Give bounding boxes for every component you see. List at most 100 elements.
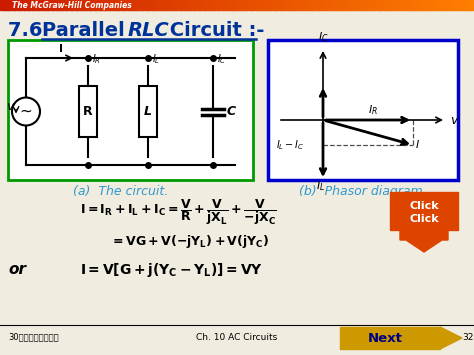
Bar xyxy=(71,0,77,10)
Bar xyxy=(351,0,356,10)
Text: $I_R$: $I_R$ xyxy=(92,52,101,66)
Text: $I_L - I_C$: $I_L - I_C$ xyxy=(276,138,304,152)
Bar xyxy=(441,0,447,10)
Bar xyxy=(232,0,238,10)
Bar xyxy=(365,0,371,10)
Bar xyxy=(412,0,418,10)
Bar xyxy=(123,0,129,10)
Bar xyxy=(422,0,428,10)
Text: 30コココココ六ㅄㅄ: 30コココココ六ㅄㅄ xyxy=(8,333,59,342)
Bar xyxy=(33,0,39,10)
Bar xyxy=(79,87,97,137)
Text: Click: Click xyxy=(409,214,439,224)
Bar xyxy=(114,0,119,10)
Bar xyxy=(137,0,143,10)
Bar xyxy=(109,0,115,10)
Bar xyxy=(228,0,233,10)
Bar xyxy=(152,0,157,10)
Text: 32: 32 xyxy=(462,333,474,342)
Bar xyxy=(218,0,224,10)
Text: $\mathbf{I = V[G + j(Y_C - Y_L)] = VY}$: $\mathbf{I = V[G + j(Y_C - Y_L)] = VY}$ xyxy=(80,261,263,279)
Bar xyxy=(43,0,48,10)
Bar xyxy=(322,0,328,10)
Bar xyxy=(374,0,380,10)
Polygon shape xyxy=(400,230,448,252)
Text: $I_C$: $I_C$ xyxy=(318,30,328,44)
Bar xyxy=(139,87,157,137)
Bar xyxy=(261,0,266,10)
Bar xyxy=(389,0,394,10)
Bar xyxy=(398,0,404,10)
Bar xyxy=(384,0,390,10)
Bar xyxy=(237,0,243,10)
Bar xyxy=(313,0,319,10)
Bar xyxy=(209,0,214,10)
Bar xyxy=(303,0,309,10)
Bar xyxy=(147,0,153,10)
Bar xyxy=(194,0,200,10)
Text: (b)  Phasor diagram.: (b) Phasor diagram. xyxy=(299,186,427,198)
Bar xyxy=(265,0,271,10)
Bar xyxy=(9,0,15,10)
Bar xyxy=(390,192,458,230)
Bar xyxy=(90,0,96,10)
Text: RLC: RLC xyxy=(128,21,170,39)
Bar xyxy=(19,0,25,10)
Bar xyxy=(337,0,342,10)
Bar xyxy=(171,0,176,10)
Bar xyxy=(299,0,304,10)
Bar xyxy=(204,0,210,10)
Bar xyxy=(161,0,167,10)
Text: Click: Click xyxy=(409,201,439,211)
Bar xyxy=(370,0,375,10)
Bar xyxy=(166,0,172,10)
Bar xyxy=(85,0,91,10)
Bar xyxy=(57,0,63,10)
Bar xyxy=(142,0,148,10)
Bar xyxy=(436,0,442,10)
Bar xyxy=(465,0,470,10)
Bar xyxy=(223,0,228,10)
Bar xyxy=(52,0,58,10)
Bar xyxy=(455,0,461,10)
Text: Circuit :-: Circuit :- xyxy=(163,21,264,39)
Bar xyxy=(341,0,347,10)
Bar xyxy=(8,40,253,180)
Text: $I_R$: $I_R$ xyxy=(368,103,378,117)
Text: 7.6: 7.6 xyxy=(8,21,49,39)
Bar xyxy=(289,0,295,10)
Text: $I_L$: $I_L$ xyxy=(317,179,326,193)
Bar xyxy=(133,0,138,10)
Bar xyxy=(360,0,366,10)
Polygon shape xyxy=(440,327,462,349)
Bar xyxy=(308,0,314,10)
Text: or: or xyxy=(8,262,26,278)
Bar xyxy=(190,0,195,10)
Bar xyxy=(28,0,34,10)
Circle shape xyxy=(12,98,40,126)
Text: R: R xyxy=(83,105,93,118)
Bar xyxy=(403,0,409,10)
Bar xyxy=(356,0,361,10)
Bar xyxy=(242,0,247,10)
Bar xyxy=(280,0,285,10)
Bar xyxy=(128,0,134,10)
Text: (a)  The circuit.: (a) The circuit. xyxy=(73,186,168,198)
Bar xyxy=(294,0,300,10)
Bar xyxy=(81,0,86,10)
Bar xyxy=(62,0,67,10)
Text: ~: ~ xyxy=(19,104,32,119)
Bar xyxy=(450,0,456,10)
Text: L: L xyxy=(144,105,152,118)
Bar xyxy=(14,0,20,10)
Bar xyxy=(118,0,124,10)
Bar xyxy=(199,0,205,10)
Bar xyxy=(446,0,451,10)
Text: Next: Next xyxy=(367,332,402,344)
Bar xyxy=(47,0,53,10)
Bar xyxy=(284,0,290,10)
Bar xyxy=(256,0,262,10)
Text: v: v xyxy=(6,100,14,113)
Bar xyxy=(270,0,276,10)
Bar xyxy=(469,0,474,10)
